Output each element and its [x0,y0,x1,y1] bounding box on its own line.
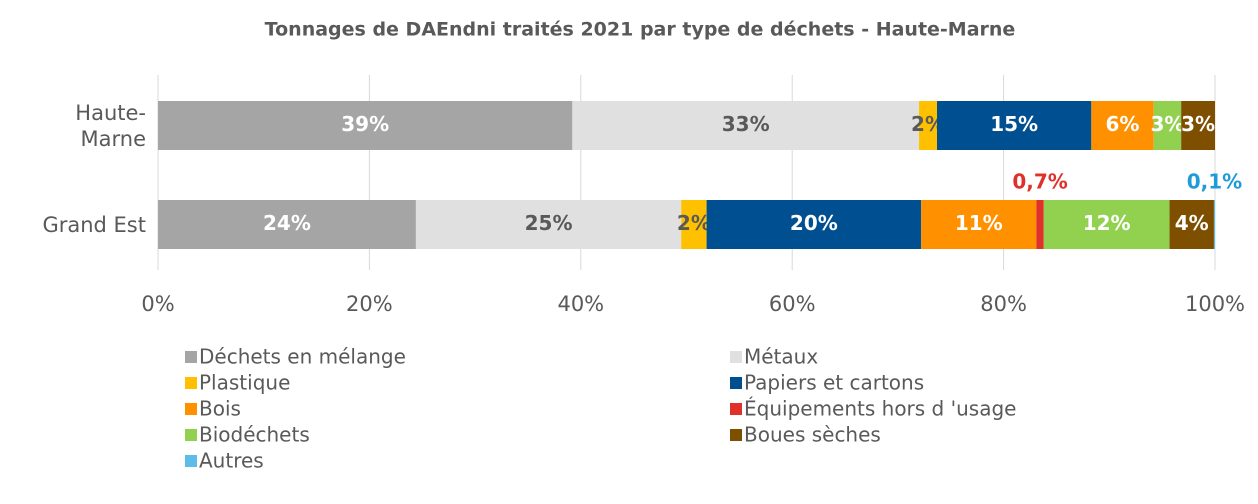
legend-label: Autres [199,449,264,473]
legend-swatch [730,377,742,389]
data-label: 11% [955,211,1003,235]
bar-segment [572,101,920,150]
legend-label: Déchets en mélange [199,345,406,369]
data-label: 0,7% [1012,170,1067,194]
data-label: 12% [1083,211,1131,235]
legend-swatch [185,377,197,389]
bar-segment [1091,101,1154,150]
data-label: 3% [1181,112,1215,136]
bar-segment [1169,200,1214,249]
bar-segment [1153,101,1182,150]
x-tick-label: 20% [346,292,393,316]
data-label: 6% [1106,112,1140,136]
data-label: 20% [790,211,838,235]
bar-segment [681,200,707,249]
data-label: 33% [722,112,770,136]
y-tick-label: Haute-Marne [75,100,146,151]
legend-label: Papiers et cartons [744,371,924,395]
legend-label: Boues sèches [744,423,881,447]
bar-segment [919,101,938,150]
legend-label: Plastique [199,371,290,395]
bar-segment [937,101,1092,150]
legend-swatch [730,429,742,441]
data-label: 2% [677,211,711,235]
legend-label: Biodéchets [199,423,310,447]
bar-segment [1043,200,1170,249]
bar-segment [415,200,682,249]
data-label: 39% [341,112,389,136]
bar-segment [1213,200,1215,249]
chart-title: Tonnages de DAEndni traités 2021 par typ… [265,19,1016,41]
bar-segment [706,200,922,249]
data-label: 24% [263,211,311,235]
y-tick-label: Grand Est [42,212,146,237]
data-label: 3% [1150,112,1184,136]
bar-segment [1036,200,1044,249]
legend-swatch [730,403,742,415]
legend-swatch [185,403,197,415]
legend-swatch [185,429,197,441]
x-tick-label: 100% [1185,292,1245,316]
legend-swatch [730,351,742,363]
data-label: 4% [1175,211,1209,235]
legend-label: Métaux [744,345,818,369]
bar-segment [158,200,416,249]
x-tick-label: 40% [557,292,604,316]
bar-segment [1181,101,1215,150]
x-tick-label: 0% [141,292,174,316]
legend-label: Bois [199,397,241,421]
data-label: 0,1% [1187,170,1242,194]
data-label: 25% [525,211,573,235]
bar-segment [921,200,1037,249]
data-label: 15% [990,112,1038,136]
bar-segment [158,101,573,150]
legend-swatch [185,455,197,467]
legend-swatch [185,351,197,363]
x-tick-label: 60% [769,292,816,316]
legend-label: Équipements hors d 'usage [744,397,1016,421]
x-tick-label: 80% [980,292,1027,316]
